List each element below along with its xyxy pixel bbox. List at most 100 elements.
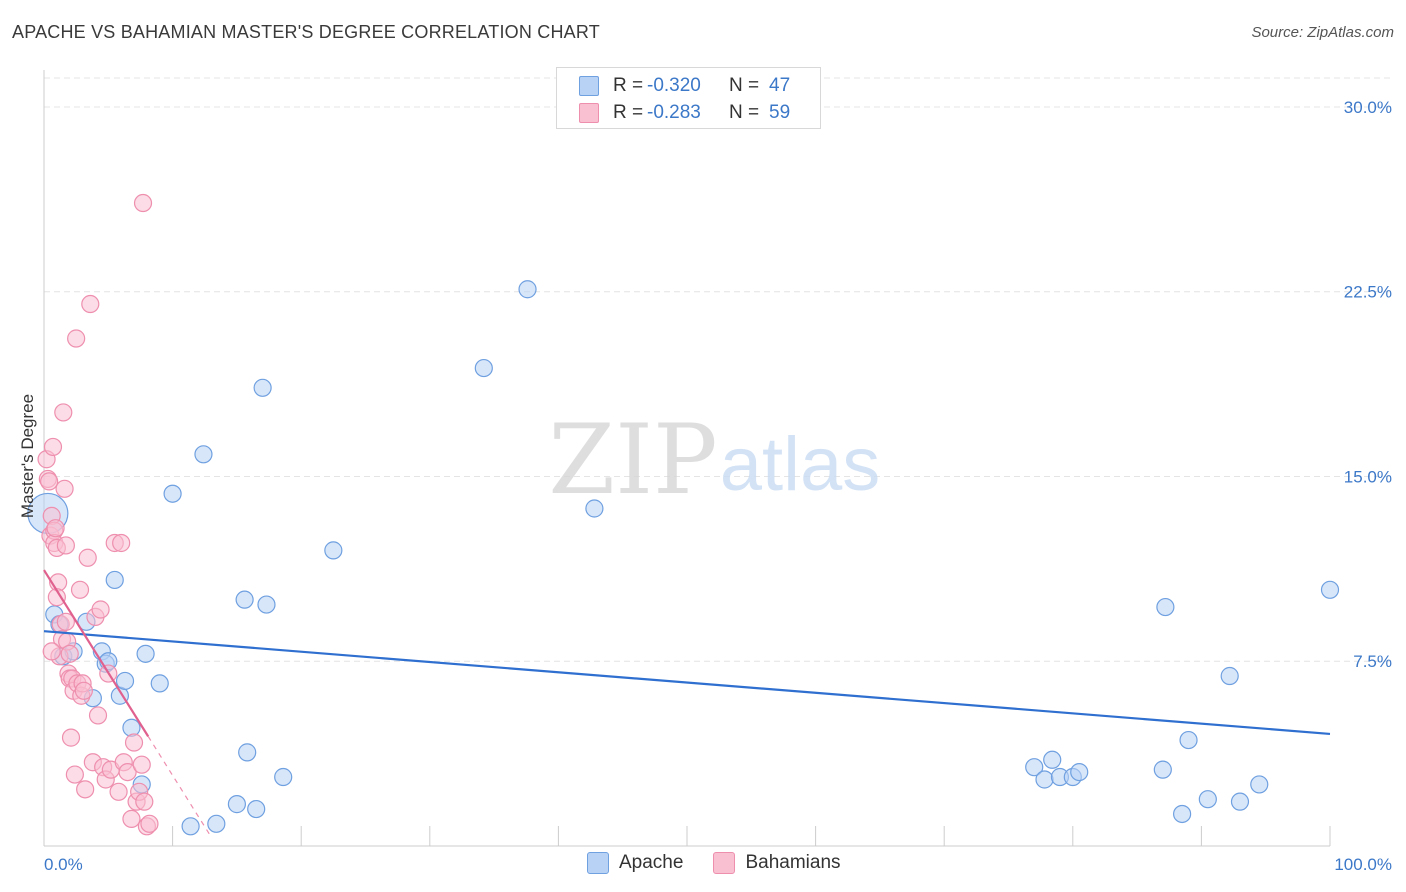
apache-point	[194, 445, 213, 464]
chart-title: APACHE VS BAHAMIAN MASTER'S DEGREE CORRE…	[12, 22, 600, 42]
apache-point	[247, 799, 266, 819]
bahamian-point	[40, 472, 59, 491]
legend-item-bahamians[interactable]: Bahamians	[713, 852, 841, 874]
apache-point	[1250, 775, 1269, 794]
bahamian-swatch	[579, 103, 599, 123]
apache-point	[585, 499, 604, 518]
bahamian-r-label: R =	[613, 102, 644, 123]
bahamian-point	[42, 642, 61, 661]
legend-row-bahamians: R = -0.283 N = 59	[579, 100, 790, 126]
bahamian-point	[88, 706, 108, 725]
bahamian-point	[91, 600, 110, 619]
bahamian-point	[55, 479, 74, 498]
trend-layer	[43, 569, 1331, 838]
apache-point	[253, 378, 272, 397]
apache-legend-label: Apache	[619, 852, 684, 873]
bahamian-point	[132, 755, 151, 774]
bahamian-point	[76, 780, 95, 799]
apache-r-value: -0.320	[647, 75, 701, 96]
apache-point	[1220, 666, 1239, 686]
apache-point	[238, 743, 257, 762]
legend-item-apache[interactable]: Apache	[587, 852, 683, 874]
apache-point	[122, 718, 141, 737]
bahamian-point	[140, 814, 159, 833]
bahamian-point	[112, 533, 131, 553]
bahamian-point	[81, 294, 100, 314]
apache-point	[181, 817, 200, 836]
apache-n-value: 47	[769, 75, 791, 96]
apache-point	[1035, 770, 1054, 789]
bahamian-point	[70, 580, 90, 599]
apache-point	[474, 358, 493, 378]
apache-point	[1070, 762, 1089, 782]
bahamian-trendline	[43, 569, 150, 737]
bahamian-point	[60, 644, 79, 663]
apache-point	[1320, 580, 1340, 599]
watermark-atlas: atlas	[720, 422, 881, 507]
apache-trendline	[43, 630, 1331, 736]
watermark: ZIP atlas	[548, 404, 880, 516]
apache-r-label: R =	[613, 75, 644, 96]
x-tick-label: 100.0%	[1334, 855, 1392, 874]
apache-point	[257, 595, 276, 614]
bahamian-point	[54, 403, 73, 422]
y-tick-label: 15.0%	[1344, 467, 1392, 486]
y-axis-title: Master's Degree	[18, 393, 37, 519]
apache-point	[1153, 760, 1172, 779]
apache-legend-swatch	[587, 852, 609, 874]
bahamian-n-label: N =	[729, 102, 760, 123]
apache-n-label: N =	[729, 75, 760, 96]
apache-point	[105, 570, 124, 590]
apache-point	[274, 767, 293, 787]
apache-point	[1173, 804, 1192, 824]
tick-labels: 7.5% 15.0% 22.5% 30.0% 0.0% 100.0%	[44, 98, 1392, 874]
correlation-legend: R = -0.320 N = 47 R = -0.283 N = 59	[556, 67, 821, 129]
source-label: Source: ZipAtlas.com	[1251, 24, 1394, 41]
bahamian-point	[67, 329, 86, 348]
bahamian-point	[122, 809, 141, 829]
y-tick-label: 7.5%	[1353, 652, 1392, 671]
bahamian-legend-label: Bahamians	[745, 852, 841, 873]
apache-point	[518, 280, 537, 299]
apache-point	[1025, 758, 1044, 777]
apache-point	[115, 671, 135, 691]
bahamian-point	[109, 782, 128, 801]
bahamian-point	[135, 792, 154, 811]
apache-point	[163, 484, 182, 503]
bahamian-point	[46, 519, 65, 538]
bahamian-point	[56, 612, 75, 631]
grid-layer	[44, 77, 1392, 662]
bahamian-point	[61, 728, 81, 747]
apache-point	[136, 644, 155, 663]
apache-point	[227, 795, 246, 814]
apache-point	[1156, 597, 1175, 617]
series-legend: Apache Bahamians	[587, 852, 871, 874]
bahamian-point	[118, 762, 137, 782]
y-tick-label: 30.0%	[1344, 98, 1392, 117]
legend-row-apache: R = -0.320 N = 47	[579, 73, 790, 99]
apache-point	[1179, 730, 1198, 750]
apache-point	[1230, 792, 1250, 811]
points-layer	[27, 193, 1340, 836]
bahamian-n-value: 59	[769, 102, 791, 123]
bahamian-point	[78, 548, 97, 567]
apache-point	[150, 674, 169, 693]
apache-swatch	[579, 76, 599, 96]
apache-point	[207, 814, 226, 833]
bahamian-point	[56, 536, 75, 555]
bahamian-point	[74, 681, 93, 700]
y-tick-label: 22.5%	[1344, 283, 1392, 302]
apache-point	[1043, 750, 1062, 769]
bahamian-point	[65, 765, 84, 784]
x-tick-label: 0.0%	[44, 855, 83, 874]
apache-point	[1198, 790, 1217, 809]
bahamian-point	[133, 193, 153, 213]
bahamian-point	[43, 437, 63, 457]
bahamian-legend-swatch	[713, 852, 736, 874]
apache-point	[235, 590, 254, 609]
watermark-zip: ZIP	[548, 404, 717, 516]
apache-point	[324, 541, 343, 560]
bahamian-point	[124, 733, 144, 752]
bahamian-r-value: -0.283	[647, 102, 701, 123]
